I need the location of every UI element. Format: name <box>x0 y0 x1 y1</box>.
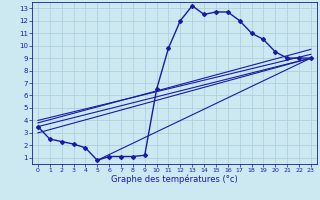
X-axis label: Graphe des températures (°c): Graphe des températures (°c) <box>111 175 238 184</box>
